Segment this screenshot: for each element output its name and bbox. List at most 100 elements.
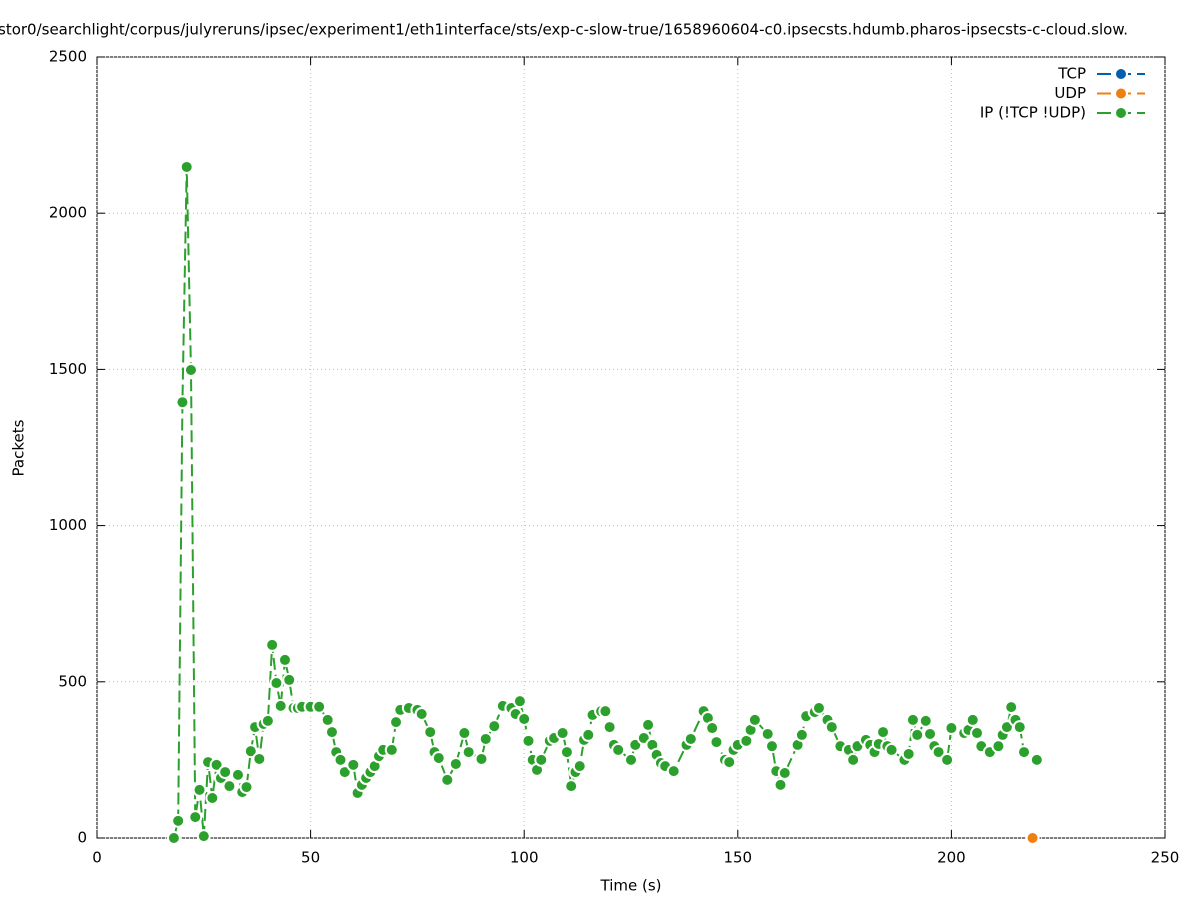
- data-point: [183, 363, 198, 378]
- y-tick-label: 0: [77, 829, 87, 847]
- data-point: [559, 745, 574, 760]
- data-point: [602, 720, 617, 735]
- chart-title: stor0/searchlight/corpus/julyreruns/ipse…: [0, 21, 1128, 39]
- data-point: [611, 742, 626, 757]
- data-point: [333, 752, 348, 767]
- x-tick-label: 150: [723, 849, 752, 867]
- data-point: [166, 831, 181, 845]
- x-tick-label: 50: [301, 849, 320, 867]
- data-point: [918, 713, 933, 728]
- data-point: [461, 745, 476, 760]
- data-point: [747, 712, 762, 727]
- data-point: [312, 699, 327, 714]
- data-point: [243, 744, 258, 759]
- data-point: [760, 726, 775, 741]
- data-point: [1025, 831, 1040, 845]
- data-point: [346, 757, 361, 772]
- y-tick-label: 500: [58, 672, 87, 690]
- data-point: [218, 765, 233, 780]
- data-point: [521, 733, 536, 748]
- data-point: [230, 767, 245, 782]
- data-point: [811, 701, 826, 716]
- data-point: [991, 739, 1006, 754]
- data-point: [1017, 745, 1032, 760]
- data-point: [277, 652, 292, 667]
- data-point: [901, 746, 916, 761]
- data-point: [324, 725, 339, 740]
- x-tick-label: 200: [937, 849, 966, 867]
- data-point: [512, 694, 527, 709]
- data-point: [931, 745, 946, 760]
- data-point: [457, 726, 472, 741]
- series-line: [172, 166, 1038, 839]
- data-point: [884, 742, 899, 757]
- data-point: [564, 779, 579, 794]
- data-point: [910, 727, 925, 742]
- data-point: [705, 721, 720, 736]
- legend-marker: [1114, 67, 1128, 81]
- data-point: [487, 719, 502, 734]
- data-point: [581, 727, 596, 742]
- data-point: [1029, 752, 1044, 767]
- data-point: [320, 712, 335, 727]
- legend-label: IP (!TCP !UDP): [980, 104, 1086, 122]
- y-axis-label: Packets: [10, 419, 28, 476]
- data-point: [555, 726, 570, 741]
- data-point: [773, 777, 788, 792]
- data-point: [171, 813, 186, 828]
- data-point: [478, 731, 493, 746]
- data-point: [923, 726, 938, 741]
- data-point: [940, 752, 955, 767]
- data-point: [252, 751, 267, 766]
- data-point: [269, 676, 284, 691]
- data-point: [239, 780, 254, 795]
- y-tick-label: 1000: [49, 516, 87, 534]
- data-point: [205, 791, 220, 806]
- x-tick-label: 0: [92, 849, 102, 867]
- data-point: [260, 713, 275, 728]
- data-point: [598, 704, 613, 719]
- data-point: [431, 751, 446, 766]
- data-point: [265, 637, 280, 652]
- data-point: [188, 810, 203, 825]
- legend-marker: [1114, 106, 1128, 120]
- data-point: [196, 829, 211, 844]
- legend-label: UDP: [1054, 84, 1086, 102]
- data-point: [944, 721, 959, 736]
- plot-frame: [96, 56, 1166, 839]
- y-tick-label: 2000: [49, 204, 87, 222]
- data-point: [448, 756, 463, 771]
- x-axis-label: Time (s): [600, 877, 662, 895]
- y-tick-label: 2500: [49, 48, 87, 66]
- x-tick-label: 250: [1151, 849, 1180, 867]
- data-point: [794, 727, 809, 742]
- data-point: [970, 726, 985, 741]
- data-point: [641, 717, 656, 732]
- data-point: [414, 706, 429, 721]
- legend-marker: [1114, 86, 1128, 101]
- x-tick-label: 100: [510, 849, 539, 867]
- y-tick-label: 1500: [49, 360, 87, 378]
- data-point: [764, 739, 779, 754]
- data-point: [722, 755, 737, 770]
- legend-label: TCP: [1057, 65, 1086, 83]
- data-point: [824, 720, 839, 735]
- data-point: [572, 759, 587, 774]
- data-point: [273, 698, 288, 713]
- data-point: [282, 672, 297, 687]
- data-point: [389, 715, 404, 730]
- data-point: [683, 731, 698, 746]
- data-point: [517, 711, 532, 726]
- data-point: [192, 782, 207, 797]
- data-point: [222, 779, 237, 794]
- data-point: [965, 712, 980, 727]
- data-point: [666, 764, 681, 779]
- data-point: [846, 752, 861, 767]
- data-point: [534, 752, 549, 767]
- data-point: [777, 766, 792, 781]
- data-point: [423, 725, 438, 740]
- data-point: [175, 395, 190, 410]
- data-point: [1004, 700, 1019, 715]
